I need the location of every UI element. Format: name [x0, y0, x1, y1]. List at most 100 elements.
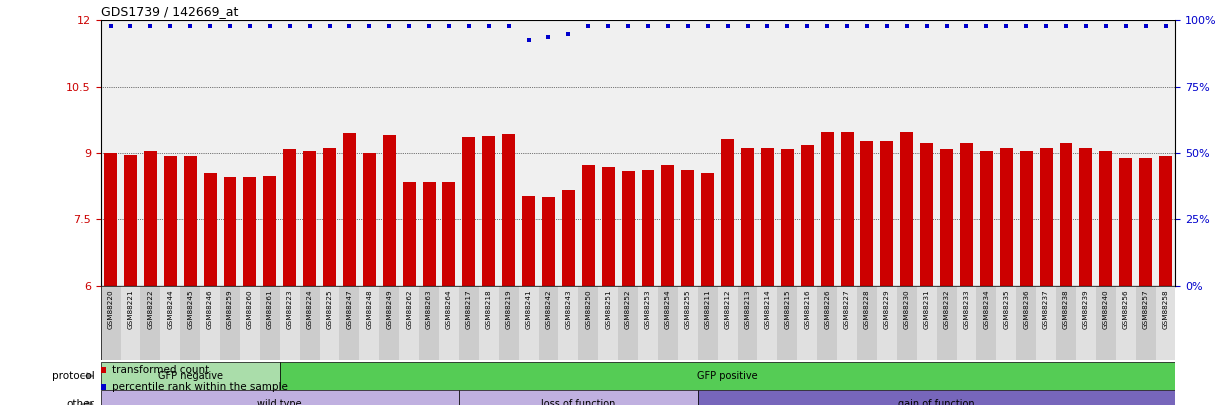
Bar [184, 156, 196, 286]
Text: GSM88263: GSM88263 [426, 289, 432, 329]
Text: GSM88249: GSM88249 [387, 289, 393, 329]
Text: GSM88253: GSM88253 [645, 289, 652, 329]
Text: GSM88254: GSM88254 [665, 289, 671, 329]
Text: protocol: protocol [52, 371, 94, 381]
Bar [737, 286, 757, 360]
Text: GSM88214: GSM88214 [764, 289, 771, 329]
Bar [144, 151, 157, 286]
Bar [1156, 286, 1175, 360]
Bar [280, 286, 299, 360]
Text: GSM88248: GSM88248 [367, 289, 372, 329]
Text: GSM88233: GSM88233 [963, 289, 969, 329]
Bar [260, 286, 280, 360]
Text: GSM88238: GSM88238 [1063, 289, 1069, 329]
Text: GSM88255: GSM88255 [685, 289, 691, 329]
Text: wild type: wild type [258, 399, 302, 405]
Bar [638, 286, 658, 360]
Text: GSM88232: GSM88232 [944, 289, 950, 329]
Text: GSM88256: GSM88256 [1123, 289, 1129, 329]
Text: other: other [66, 399, 94, 405]
Text: GDS1739 / 142669_at: GDS1739 / 142669_at [101, 5, 238, 18]
Bar [681, 170, 694, 286]
Bar [220, 286, 240, 360]
Bar [741, 149, 753, 286]
Text: GSM88218: GSM88218 [486, 289, 492, 329]
Text: GSM88262: GSM88262 [406, 289, 412, 329]
Text: GSM88213: GSM88213 [745, 289, 751, 329]
Bar [698, 390, 1175, 405]
Bar [721, 139, 734, 286]
Text: GSM88224: GSM88224 [307, 289, 313, 329]
Bar [101, 390, 459, 405]
Bar [439, 286, 459, 360]
Bar [101, 286, 120, 360]
Bar [601, 167, 615, 286]
Text: GSM88240: GSM88240 [1103, 289, 1109, 329]
Bar [323, 149, 336, 286]
Text: GSM88241: GSM88241 [525, 289, 531, 329]
Bar [1056, 286, 1076, 360]
Bar [204, 173, 216, 286]
Text: GSM88229: GSM88229 [883, 289, 890, 329]
Bar [677, 286, 698, 360]
Bar [1115, 286, 1136, 360]
Bar [1139, 158, 1152, 286]
Bar [562, 190, 574, 286]
Bar [200, 286, 220, 360]
Text: GSM88223: GSM88223 [287, 289, 293, 329]
Text: GSM88219: GSM88219 [506, 289, 512, 329]
Text: GSM88231: GSM88231 [924, 289, 930, 329]
Bar [757, 286, 778, 360]
Bar [618, 286, 638, 360]
Text: GSM88246: GSM88246 [207, 289, 213, 329]
Bar [1039, 147, 1053, 286]
Bar [120, 286, 140, 360]
Text: GSM88239: GSM88239 [1083, 289, 1088, 329]
Text: GFP positive: GFP positive [697, 371, 758, 381]
Bar [840, 132, 854, 286]
Bar [940, 149, 953, 286]
Bar [1080, 147, 1092, 286]
Text: percentile rank within the sample: percentile rank within the sample [112, 382, 287, 392]
Bar [801, 145, 814, 286]
Text: GSM88234: GSM88234 [983, 289, 989, 329]
Text: GSM88257: GSM88257 [1142, 289, 1148, 329]
Text: GSM88228: GSM88228 [864, 289, 870, 329]
Bar [498, 286, 519, 360]
Bar [1076, 286, 1096, 360]
Bar [443, 181, 455, 286]
Bar [658, 286, 677, 360]
Text: loss of function: loss of function [541, 399, 616, 405]
Bar [104, 153, 117, 286]
Bar [243, 177, 256, 286]
Bar [360, 286, 379, 360]
Bar [402, 181, 416, 286]
Text: GSM88212: GSM88212 [725, 289, 730, 329]
Text: GSM88247: GSM88247 [346, 289, 352, 329]
Bar [1060, 143, 1072, 286]
Bar [422, 181, 436, 286]
Bar [1000, 147, 1012, 286]
Bar [702, 173, 714, 286]
Bar [1036, 286, 1056, 360]
Text: GSM88221: GSM88221 [128, 289, 134, 329]
Text: GSM88226: GSM88226 [825, 289, 831, 329]
Bar [459, 390, 698, 405]
Bar [901, 132, 913, 286]
Text: GSM88217: GSM88217 [466, 289, 472, 329]
Bar [1119, 158, 1133, 286]
Text: GSM88227: GSM88227 [844, 289, 850, 329]
Bar [582, 165, 595, 286]
Bar [299, 286, 319, 360]
Bar [698, 286, 718, 360]
Bar [622, 171, 634, 286]
Bar [344, 133, 356, 286]
Text: GSM88251: GSM88251 [605, 289, 611, 329]
Bar [881, 141, 893, 286]
Bar [1016, 286, 1036, 360]
Text: GSM88258: GSM88258 [1162, 289, 1168, 329]
Bar [661, 165, 675, 286]
Bar [1096, 286, 1115, 360]
Bar [164, 156, 177, 286]
Bar [523, 196, 535, 286]
